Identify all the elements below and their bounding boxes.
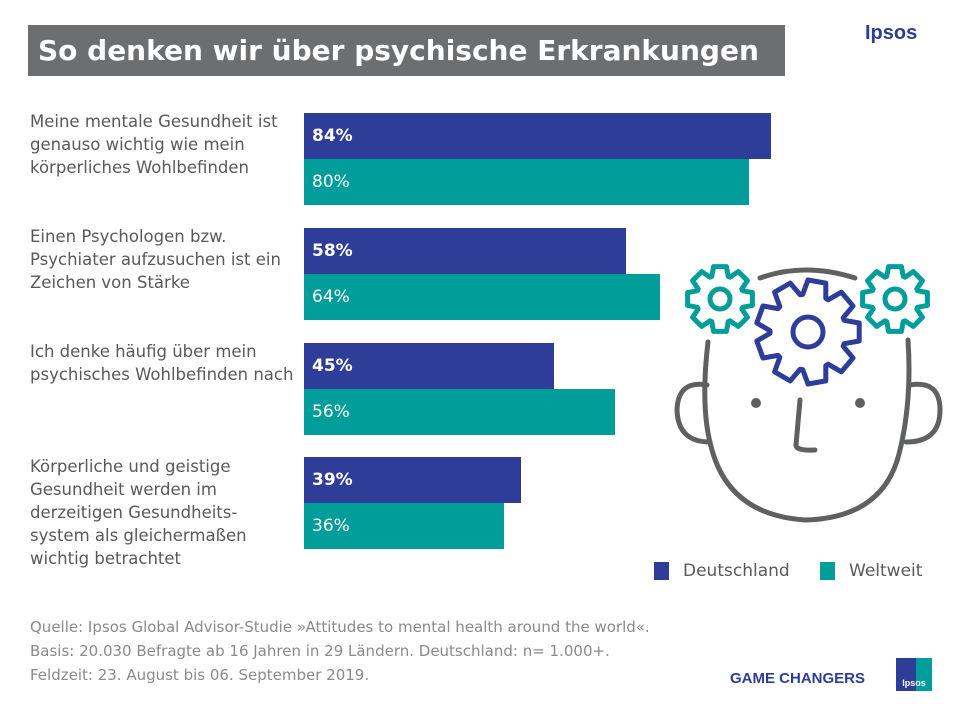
source-line: Quelle: Ipsos Global Advisor-Studie »Att… (30, 618, 650, 636)
bar-deutschland: 58% (304, 228, 627, 274)
bar-weltweit: 36% (304, 503, 505, 549)
bar-weltweit: 56% (304, 389, 616, 435)
legend-label: Deutschland (683, 561, 790, 581)
bar-deutschland: 45% (304, 343, 555, 389)
source-note: Quelle: Ipsos Global Advisor-Studie »Att… (30, 615, 650, 687)
gear-icon (685, 264, 755, 334)
category-label: Ich denke häufig über mein psychisches W… (30, 342, 294, 384)
legend-swatch (820, 562, 835, 580)
category-label: Einen Psychologen bzw. Psychiater aufzus… (30, 227, 281, 292)
fieldwork-line: Feldzeit: 23. August bis 06. September 2… (30, 666, 370, 684)
bar-deutschland: 84% (304, 113, 772, 159)
legend-item-deutschland: Deutschland (654, 561, 790, 581)
data-label: 58% (312, 241, 353, 261)
category-label: Meine mentale Gesundheit ist genauso wic… (30, 112, 278, 177)
gear-icon (754, 277, 862, 387)
basis-line: Basis: 20.030 Befragte ab 16 Jahren in 2… (30, 642, 610, 660)
page-title: So denken wir über psychische Erkrankung… (28, 25, 785, 76)
bar-weltweit: 64% (304, 274, 660, 320)
brand-logo-text: Ipsos (865, 22, 918, 44)
data-label: 80% (312, 172, 350, 192)
data-label: 56% (312, 402, 350, 422)
bar-deutschland: 39% (304, 457, 521, 503)
data-label: 45% (312, 356, 353, 376)
legend-item-weltweit: Weltweit (820, 561, 922, 581)
tagline: GAME CHANGERS (730, 670, 866, 687)
gear-icon (860, 264, 930, 334)
data-label: 36% (312, 516, 350, 536)
bar-weltweit: 80% (304, 159, 749, 205)
legend-swatch (654, 562, 669, 580)
category-label: Körperliche und geistige Gesundheit werd… (30, 457, 247, 568)
data-label: 64% (312, 287, 350, 307)
legend-label: Weltweit (849, 561, 923, 581)
head-with-gears-icon (674, 264, 943, 523)
ipsos-logo: Ipsos (896, 658, 932, 691)
data-label: 39% (312, 470, 353, 490)
data-label: 84% (312, 126, 353, 146)
